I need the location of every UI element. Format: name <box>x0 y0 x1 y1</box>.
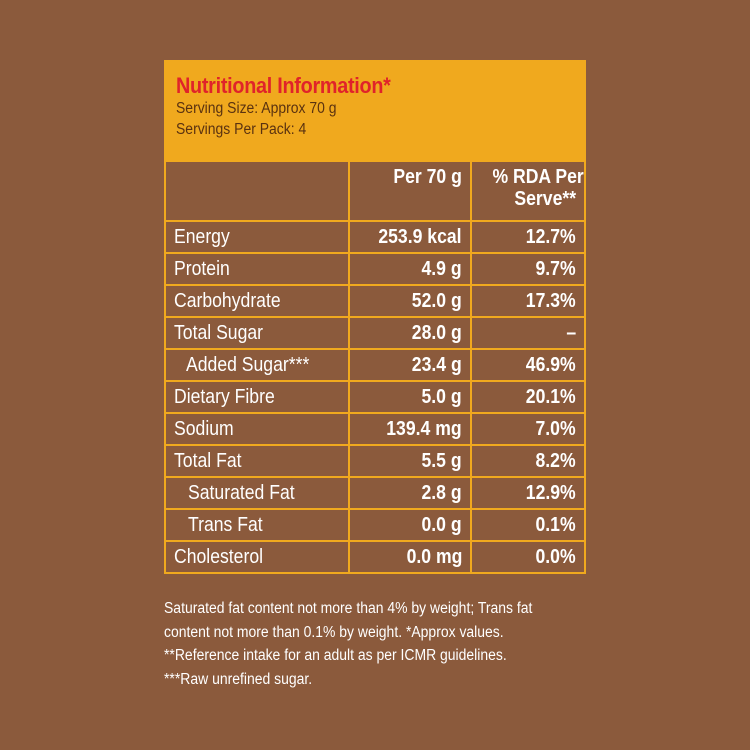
table-row: Dietary Fibre 5.0 g 20.1% <box>164 380 586 414</box>
nutrition-title: Nutritional Information* <box>176 73 391 98</box>
table-row: Saturated Fat 2.8 g 12.9% <box>164 476 586 510</box>
table-row: Total Fat 5.5 g 8.2% <box>164 444 586 478</box>
table-row: Trans Fat 0.0 g 0.1% <box>164 508 586 542</box>
table-header-row: Per 70 g % RDA Per Serve** <box>164 160 586 222</box>
table-row: Protein 4.9 g 9.7% <box>164 252 586 286</box>
table-row: Energy 253.9 kcal 12.7% <box>164 220 586 254</box>
serving-size: Serving Size: Approx 70 g <box>176 100 337 117</box>
header-per-serve: Per 70 g <box>348 160 472 222</box>
nutrition-panel: Nutritional Information* Serving Size: A… <box>164 60 586 574</box>
table-row: Sodium 139.4 mg 7.0% <box>164 412 586 446</box>
table-row: Carbohydrate 52.0 g 17.3% <box>164 284 586 318</box>
nutrition-header: Nutritional Information* Serving Size: A… <box>164 60 586 160</box>
footnote: Saturated fat content not more than 4% b… <box>164 600 533 688</box>
header-nutrient <box>164 160 350 222</box>
table-row: Total Sugar 28.0 g – <box>164 316 586 350</box>
table-row: Cholesterol 0.0 mg 0.0% <box>164 540 586 574</box>
header-rda: % RDA Per Serve** <box>470 160 586 222</box>
nutrition-table: Per 70 g % RDA Per Serve** Energy 253.9 kc… <box>164 160 586 574</box>
servings-per-pack: Servings Per Pack: 4 <box>176 121 307 138</box>
table-row: Added Sugar*** 23.4 g 46.9% <box>164 348 586 382</box>
